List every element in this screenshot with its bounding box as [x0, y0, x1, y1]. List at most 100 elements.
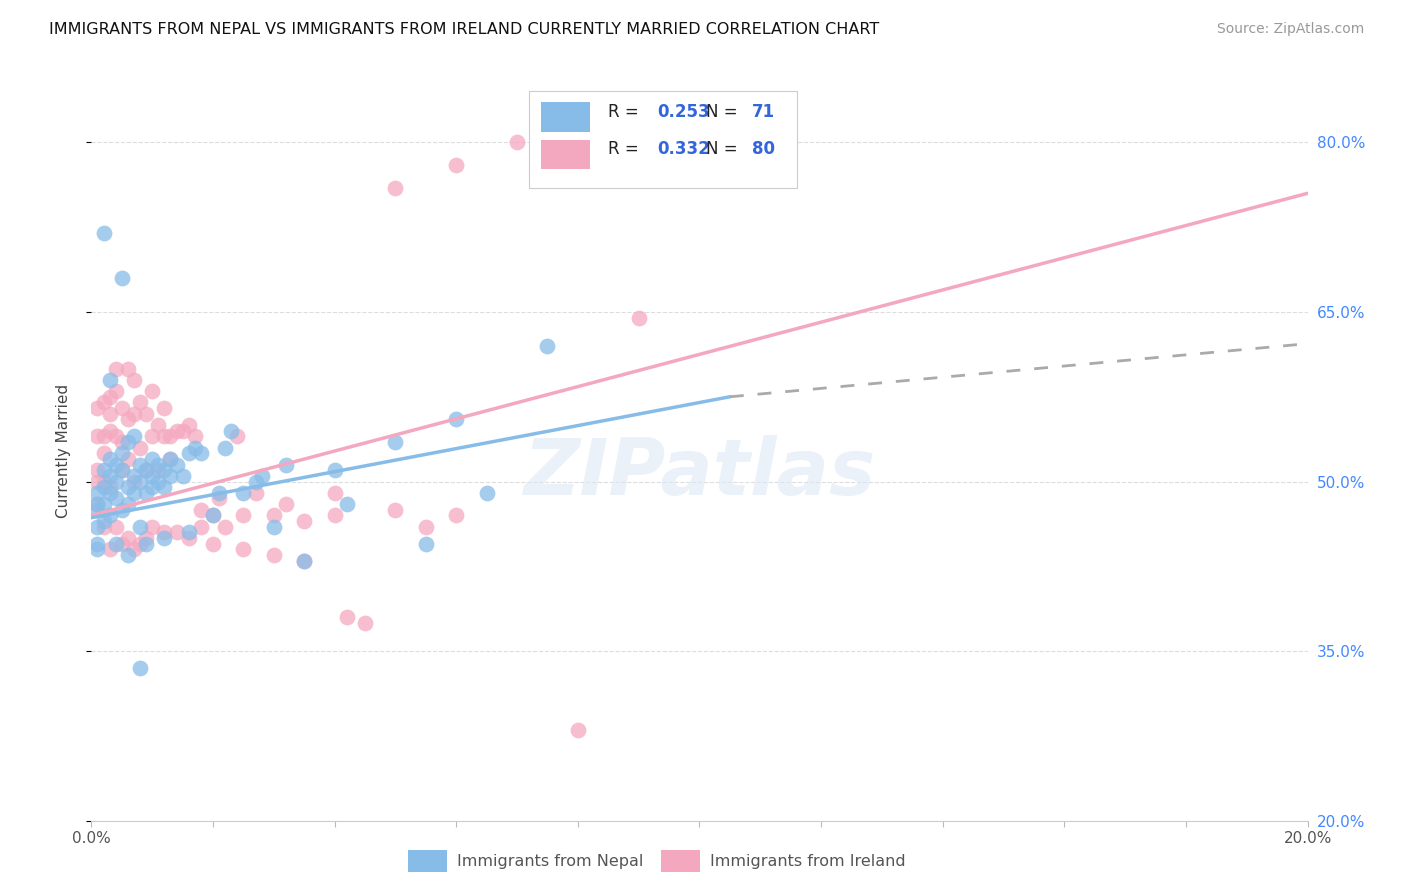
Point	[177, 446, 200, 460]
Point	[86, 497, 108, 511]
Point	[135, 531, 157, 545]
Point	[117, 480, 139, 494]
Point	[122, 407, 145, 421]
Point	[214, 441, 236, 455]
FancyBboxPatch shape	[529, 91, 797, 187]
Point	[190, 520, 212, 534]
Point	[111, 537, 134, 551]
Point	[86, 497, 108, 511]
Point	[274, 458, 297, 472]
Point	[250, 469, 273, 483]
Point	[184, 441, 207, 455]
Point	[129, 537, 152, 551]
Point	[98, 452, 121, 467]
Point	[444, 412, 467, 426]
Point	[111, 401, 134, 415]
Point	[141, 520, 163, 534]
Y-axis label: Currently Married: Currently Married	[56, 384, 70, 517]
Point	[111, 463, 134, 477]
Point	[141, 384, 163, 398]
Point	[93, 226, 115, 240]
Point	[232, 508, 254, 523]
Point	[148, 475, 170, 489]
Point	[117, 412, 139, 426]
Point	[129, 520, 152, 534]
Point	[475, 486, 498, 500]
Point	[104, 458, 127, 472]
Point	[153, 531, 176, 545]
Point	[153, 401, 176, 415]
Point	[135, 463, 157, 477]
Point	[117, 361, 139, 376]
Point	[232, 486, 254, 500]
Point	[153, 480, 176, 494]
Point	[172, 469, 194, 483]
Point	[98, 407, 121, 421]
Point	[263, 520, 285, 534]
Point	[148, 458, 170, 472]
Point	[148, 463, 170, 477]
Point	[444, 508, 467, 523]
Point	[86, 429, 108, 443]
Point	[98, 486, 121, 500]
Point	[86, 463, 108, 477]
Point	[354, 615, 377, 630]
Text: 71: 71	[752, 103, 775, 121]
Point	[111, 463, 134, 477]
Point	[86, 520, 108, 534]
Point	[129, 475, 152, 489]
Point	[93, 475, 115, 489]
Point	[117, 497, 139, 511]
Point	[202, 508, 225, 523]
Point	[245, 475, 267, 489]
Point	[177, 417, 200, 432]
Point	[111, 271, 134, 285]
Text: 0.332: 0.332	[657, 140, 710, 158]
Point	[86, 503, 108, 517]
Point	[292, 554, 315, 568]
Point	[129, 395, 152, 409]
Point	[323, 508, 346, 523]
Point	[177, 525, 200, 540]
Point	[153, 463, 176, 477]
Point	[148, 417, 170, 432]
Text: N =: N =	[706, 103, 742, 121]
Point	[323, 463, 346, 477]
Point	[190, 446, 212, 460]
Point	[122, 469, 145, 483]
Point	[98, 508, 121, 523]
Point	[129, 661, 152, 675]
Point	[93, 497, 115, 511]
Point	[104, 537, 127, 551]
Point	[184, 429, 207, 443]
Point	[292, 554, 315, 568]
Point	[177, 531, 200, 545]
Point	[536, 339, 558, 353]
Bar	[541, 139, 591, 169]
Point	[159, 429, 181, 443]
Point	[384, 180, 406, 194]
Text: Source: ZipAtlas.com: Source: ZipAtlas.com	[1216, 22, 1364, 37]
Point	[202, 537, 225, 551]
Point	[104, 491, 127, 506]
Point	[166, 458, 188, 472]
Point	[506, 136, 529, 150]
Point	[141, 469, 163, 483]
Point	[159, 469, 181, 483]
Point	[98, 424, 121, 438]
Point	[93, 480, 115, 494]
Point	[190, 503, 212, 517]
Text: R =: R =	[609, 140, 644, 158]
Point	[111, 434, 134, 449]
Point	[93, 514, 115, 528]
Point	[122, 429, 145, 443]
Point	[323, 486, 346, 500]
Point	[415, 537, 437, 551]
Text: 80: 80	[752, 140, 775, 158]
Point	[153, 525, 176, 540]
Point	[93, 520, 115, 534]
Bar	[541, 103, 591, 132]
Point	[104, 475, 127, 489]
Point	[93, 463, 115, 477]
Point	[415, 520, 437, 534]
